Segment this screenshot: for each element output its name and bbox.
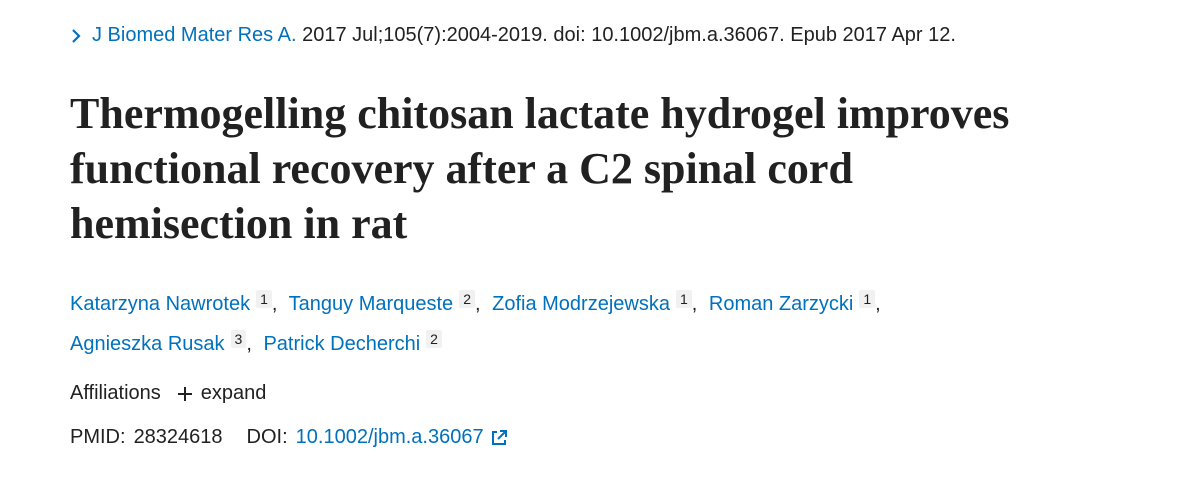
affiliation-number[interactable]: 2 (426, 330, 442, 348)
pmid-label: PMID: (70, 426, 126, 448)
title-line: Thermogelling chitosan lactate hydrogel … (70, 89, 1010, 138)
citation-details: 2017 Jul;105(7):2004-2019. doi: 10.1002/… (296, 24, 956, 46)
affiliation-number[interactable]: 1 (256, 290, 272, 308)
separator: , (875, 293, 881, 315)
author: Tanguy Marqueste 2, (288, 290, 487, 315)
affiliations: Affiliations expand (70, 382, 266, 405)
author: Katarzyna Nawrotek 1, (70, 290, 283, 315)
separator: , (246, 333, 252, 355)
citation: J Biomed Mater Res A. 2017 Jul;105(7):20… (70, 24, 956, 47)
affiliation-number[interactable]: 1 (675, 290, 692, 308)
affiliation-number[interactable]: 3 (230, 330, 247, 348)
author: Patrick Decherchi 2 (263, 330, 442, 355)
doi-label: DOI: (246, 426, 288, 448)
author: Agnieszka Rusak 3, (70, 330, 258, 355)
doi-link[interactable]: 10.1002/jbm.a.36067 (295, 426, 484, 448)
affiliations-label: Affiliations (70, 382, 161, 404)
title-line: hemisection in rat (70, 199, 408, 248)
pmid: 28324618 (133, 426, 223, 448)
author-name[interactable]: Zofia Modrzejewska (492, 293, 670, 315)
plus-icon[interactable] (177, 386, 193, 402)
title-line: functional recovery after a C2 spinal co… (70, 144, 853, 193)
separator: , (691, 293, 698, 315)
affiliation-number[interactable]: 1 (859, 290, 876, 308)
expand-button[interactable]: expand (200, 382, 267, 404)
author-name[interactable]: Roman Zarzycki (708, 293, 854, 315)
author-name[interactable]: Agnieszka Rusak (70, 333, 225, 355)
external-link-icon[interactable] (490, 429, 508, 447)
chevron-icon (72, 28, 81, 43)
identifiers: PMID: 28324618 DOI: 10.1002/jbm.a.36067 (70, 426, 508, 449)
author-name[interactable]: Patrick Decherchi (263, 333, 421, 355)
author-name[interactable]: Katarzyna Nawrotek (70, 293, 251, 315)
title: Thermogelling chitosan lactate hydrogel … (70, 86, 1009, 251)
author-name[interactable]: Tanguy Marqueste (288, 293, 454, 315)
authors: Katarzyna Nawrotek 1, Tanguy Marqueste 2, … (70, 284, 1070, 364)
author: Zofia Modrzejewska 1, (492, 290, 703, 315)
author: Roman Zarzycki 1, (708, 290, 887, 315)
journal-link[interactable]: J Biomed Mater Res A. (92, 24, 297, 46)
separator: , (271, 293, 278, 315)
separator: , (474, 293, 481, 315)
affiliation-number[interactable]: 2 (459, 290, 475, 308)
